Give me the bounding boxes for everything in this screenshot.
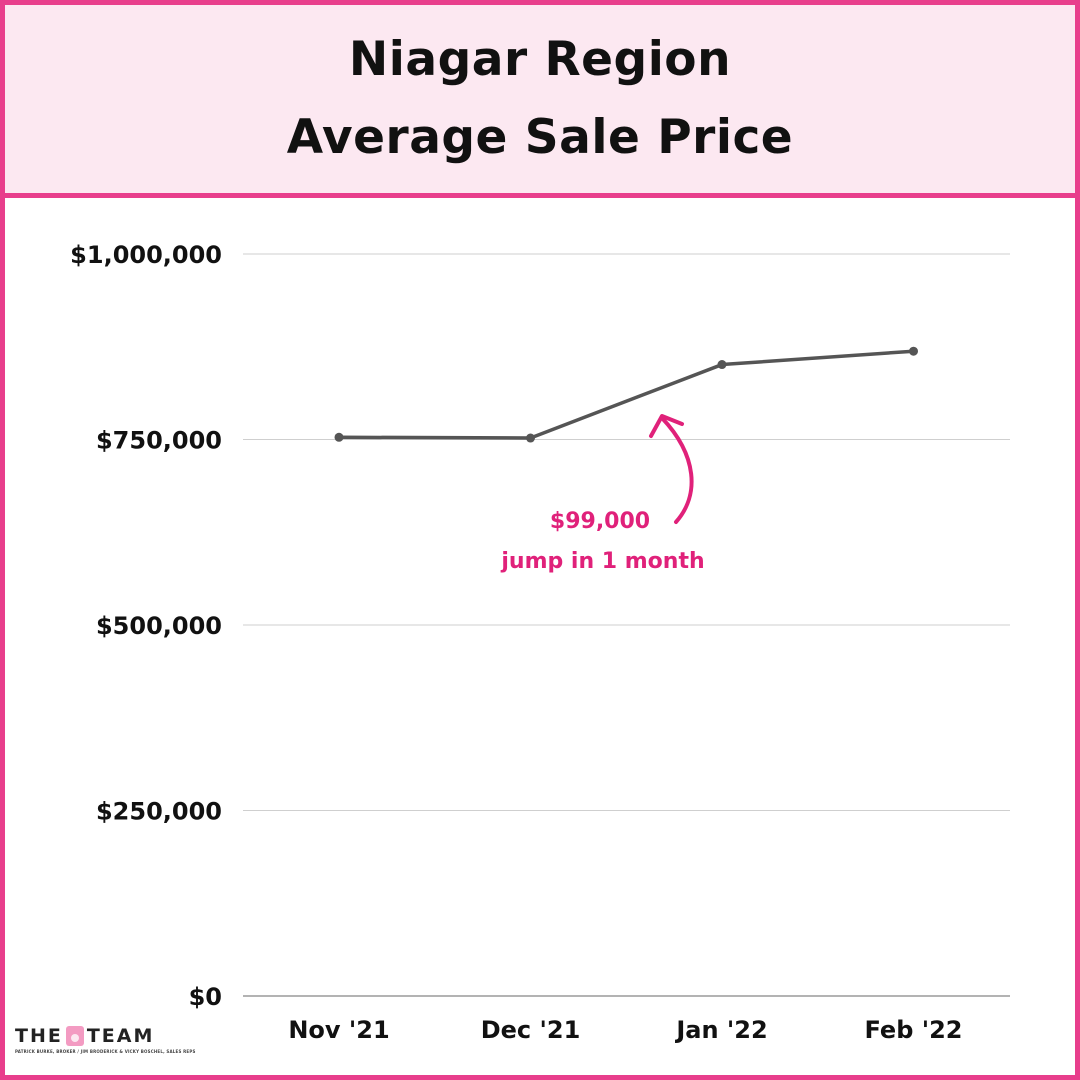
brand-logo: THE TEAM PATRICK BURKE, BROKER / JIM BRO… [15,1025,196,1054]
data-point [334,432,344,442]
chart-title-line-2: Average Sale Price [286,110,794,165]
x-tick-label: Feb '22 [865,1016,963,1044]
logo-text-left: THE [15,1025,63,1047]
annotation-line-1: $99,000 [550,509,650,534]
annotation-line-2: jump in 1 month [500,549,704,574]
x-axis-ticks: Nov '21 Dec '21 Jan '22 Feb '22 [288,1016,962,1044]
logo-mark-icon [65,1026,84,1046]
y-tick-label: $1,000,000 [70,241,222,269]
y-tick-label: $750,000 [96,427,222,455]
x-tick-label: Nov '21 [288,1016,389,1044]
data-point [909,346,918,356]
logo-text-right: TEAM [86,1025,155,1047]
series-line [338,349,914,440]
series-layer [334,346,918,443]
title-banner: Niagar Region Average Sale Price [5,5,1075,198]
x-tick-label: Dec '21 [481,1016,581,1044]
gridlines [243,253,1010,997]
y-axis-ticks: $0 $250,000 $500,000 $750,000 $1,000,000 [70,241,222,1011]
y-tick-label: $500,000 [96,612,222,640]
data-point [717,360,727,370]
y-tick-label: $0 [189,983,222,1011]
logo-subtext: PATRICK BURKE, BROKER / JIM BRODERICK & … [15,1049,196,1054]
chart-title-line-1: Niagar Region [348,32,732,87]
data-point [526,433,535,443]
annotation-arrowhead [649,414,684,438]
x-tick-label: Jan '22 [674,1016,767,1044]
annotation-arrow [660,416,694,524]
y-tick-label: $250,000 [96,798,222,826]
annotation-group: $99,000 jump in 1 month [500,414,705,574]
